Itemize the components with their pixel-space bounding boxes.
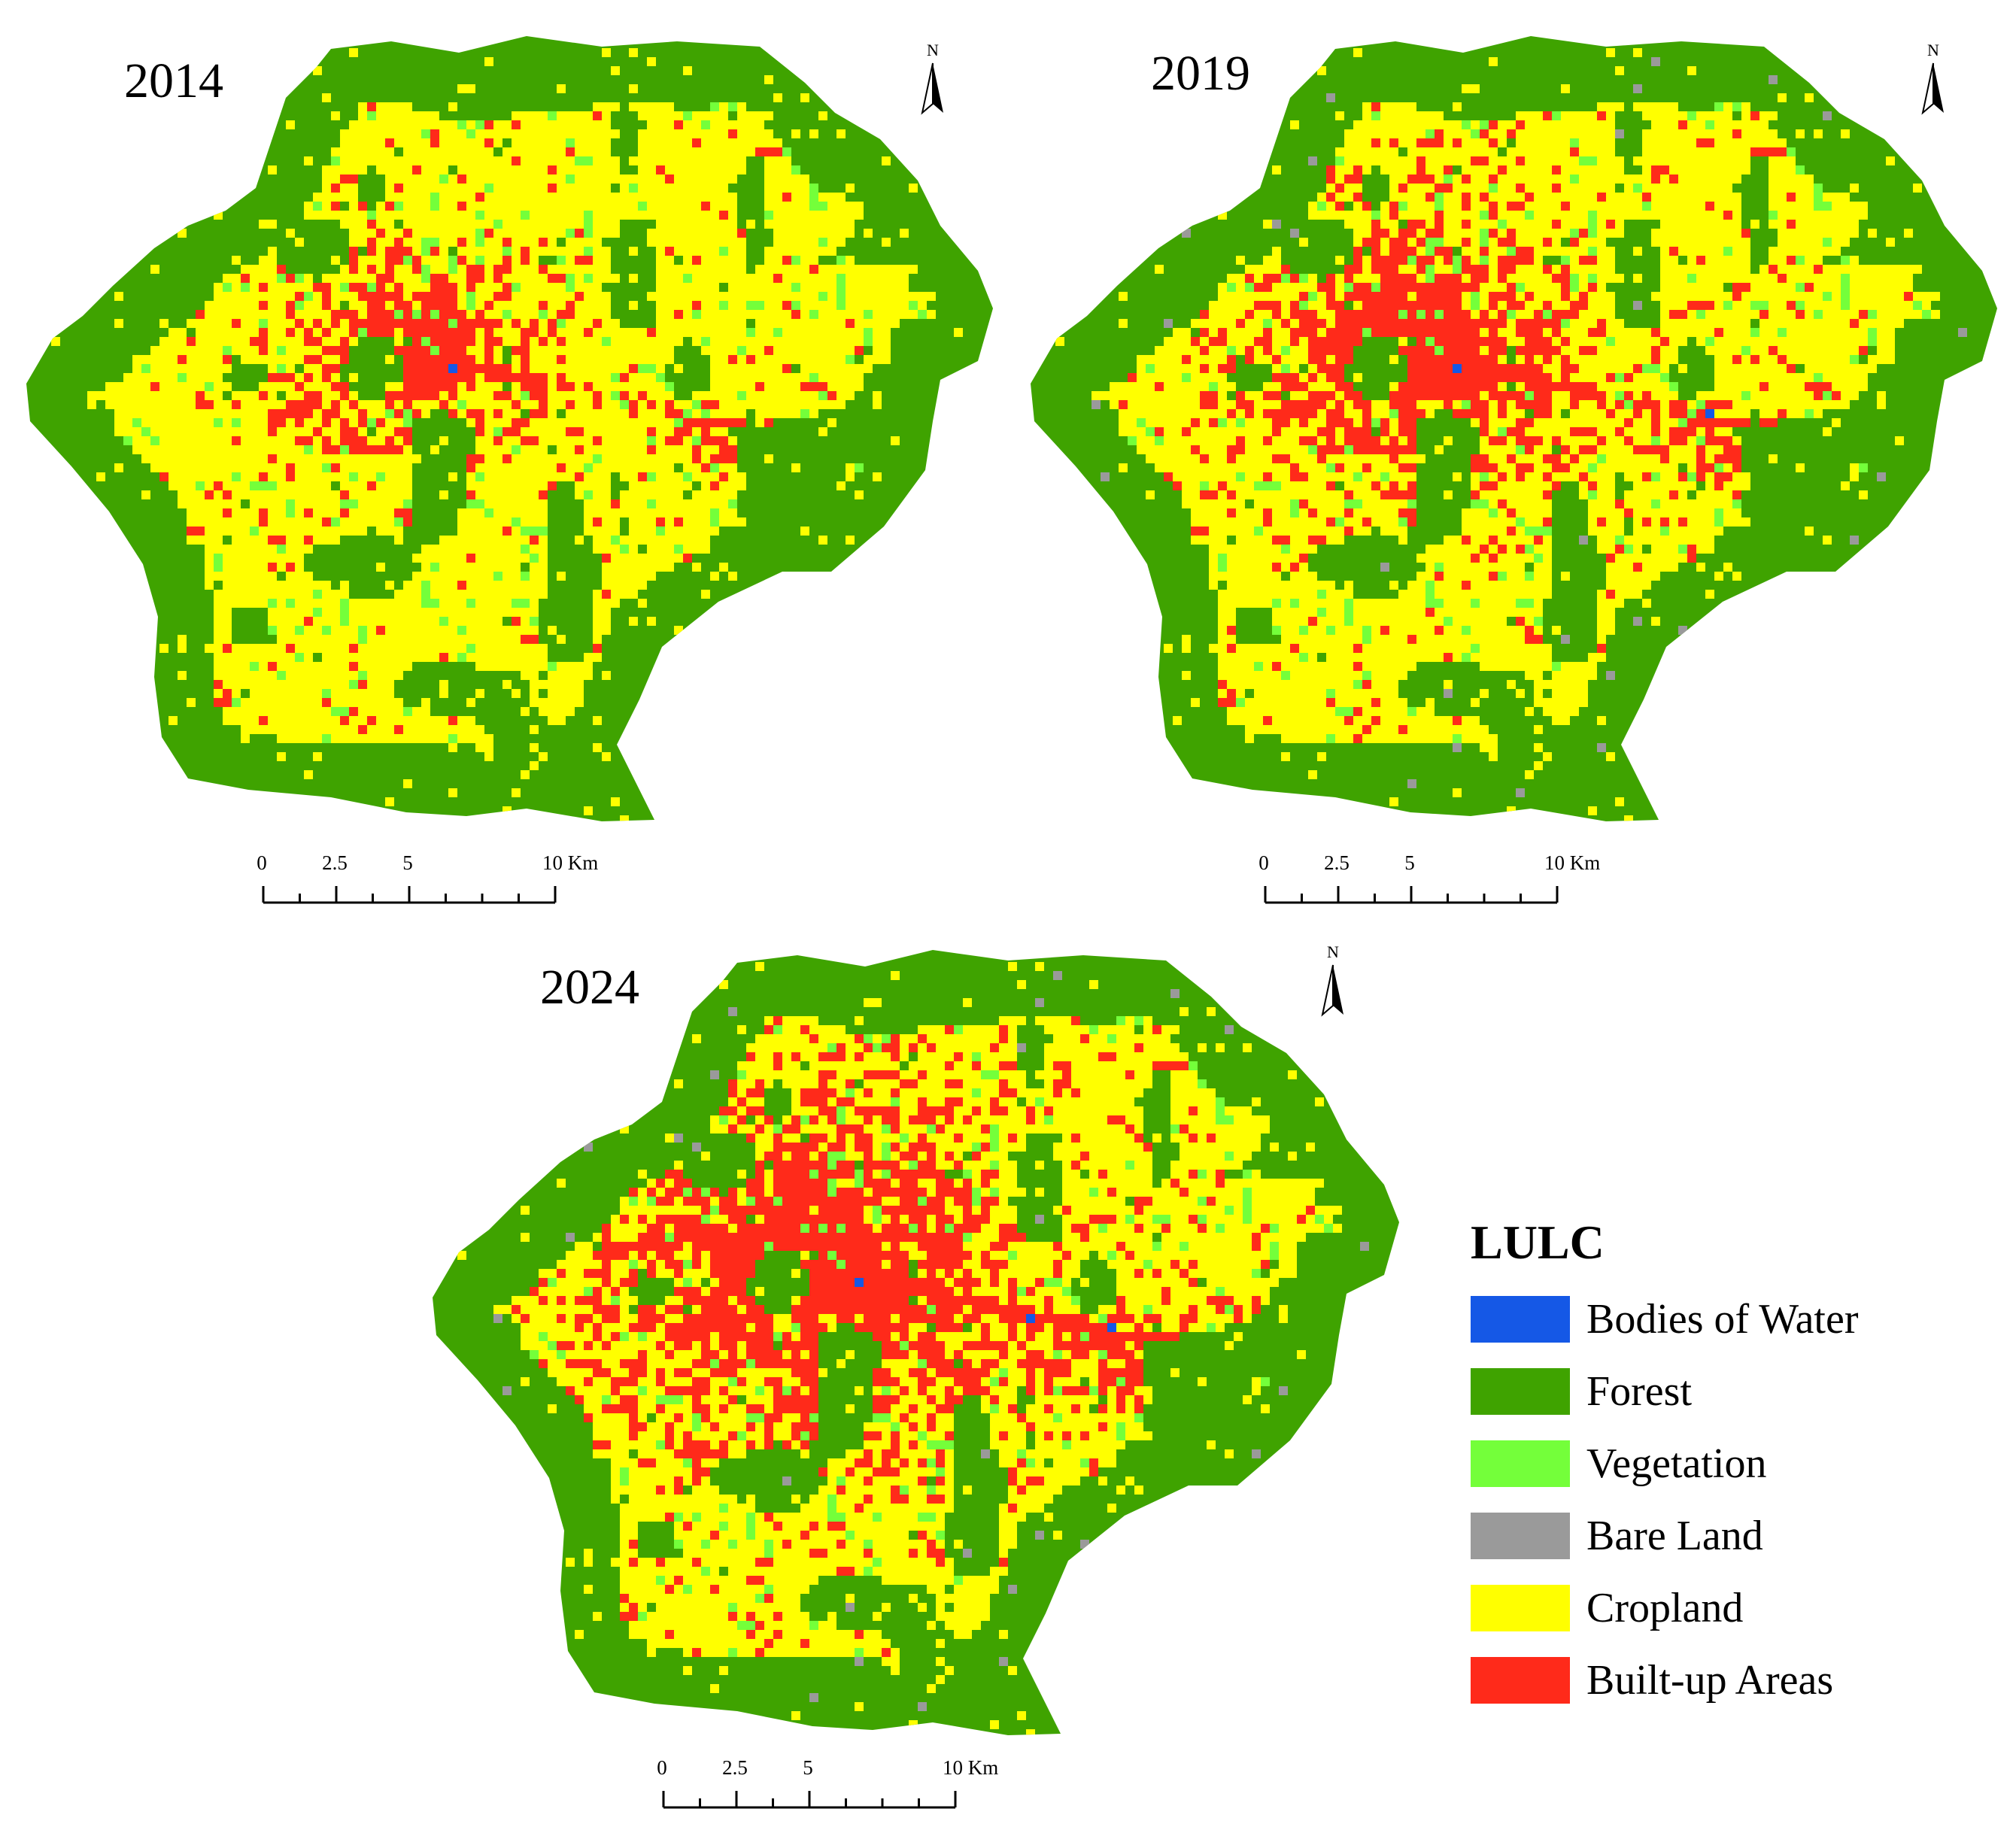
scale-bar-graphic <box>662 1791 957 1809</box>
lulc-map <box>433 950 1399 1735</box>
scale-tick-label: 5 <box>1404 851 1415 874</box>
lulc-map <box>26 36 993 821</box>
scale-tick-label: 10 Km <box>1544 851 1601 874</box>
legend-item: Cropland <box>1471 1572 1952 1644</box>
legend-label: Built-up Areas <box>1586 1657 1834 1704</box>
legend-swatch <box>1471 1513 1570 1559</box>
lulc-map <box>1031 36 1997 821</box>
legend-swatch <box>1471 1585 1570 1631</box>
legend-item: Vegetation <box>1471 1428 1952 1500</box>
scale-tick-label: 2.5 <box>722 1756 748 1779</box>
legend-swatch <box>1471 1657 1570 1704</box>
north-arrow-icon <box>1921 62 1944 115</box>
scale-tick-label: 2.5 <box>1324 851 1350 874</box>
year-label: 2014 <box>124 53 223 108</box>
legend-item: Bodies of Water <box>1471 1283 1952 1355</box>
scale-tick-label: 0 <box>657 1756 667 1779</box>
north-arrow: N <box>910 42 955 125</box>
north-arrow: N <box>1911 42 1956 125</box>
legend-item: Forest <box>1471 1355 1952 1428</box>
legend-item: Bare Land <box>1471 1500 1952 1572</box>
legend-label: Vegetation <box>1586 1440 1767 1487</box>
scale-bar-graphic <box>1264 886 1559 904</box>
scale-bar: 0 2.5 5 10 Km <box>257 851 653 912</box>
legend: LULC Bodies of Water Forest Vegetation Bare… <box>1471 1218 1952 1716</box>
scale-bar: 0 2.5 5 10 Km <box>657 1756 1053 1816</box>
year-label: 2019 <box>1151 46 1250 101</box>
legend-swatch <box>1471 1440 1570 1487</box>
map-panel-2014: 2014 N 0 2.5 5 10 Km <box>0 0 1008 918</box>
north-arrow-icon <box>921 62 943 115</box>
map-panel-2024: 2024 N 0 2.5 5 10 Km <box>406 914 1414 1831</box>
north-arrow-icon <box>1321 964 1343 1017</box>
legend-label: Bare Land <box>1586 1513 1763 1559</box>
scale-tick-label: 2.5 <box>322 851 348 874</box>
scale-tick-label: 10 Km <box>943 1756 999 1779</box>
legend-swatch <box>1471 1296 1570 1343</box>
legend-label: Bodies of Water <box>1586 1296 1859 1343</box>
legend-item: Built-up Areas <box>1471 1644 1952 1716</box>
year-label: 2024 <box>540 960 639 1015</box>
scale-bar-graphic <box>262 886 557 904</box>
scale-tick-label: 0 <box>257 851 267 874</box>
map-panel-2019: 2019 N 0 2.5 5 10 Km <box>1004 0 2012 918</box>
legend-label: Cropland <box>1586 1585 1744 1631</box>
scale-tick-label: 5 <box>803 1756 813 1779</box>
legend-swatch <box>1471 1368 1570 1415</box>
scale-tick-label: 0 <box>1258 851 1269 874</box>
legend-title: LULC <box>1471 1215 1605 1269</box>
scale-tick-label: 5 <box>402 851 413 874</box>
scale-tick-label: 10 Km <box>542 851 599 874</box>
scale-bar: 0 2.5 5 10 Km <box>1258 851 1655 912</box>
legend-label: Forest <box>1586 1368 1692 1415</box>
north-arrow: N <box>1310 944 1356 1027</box>
